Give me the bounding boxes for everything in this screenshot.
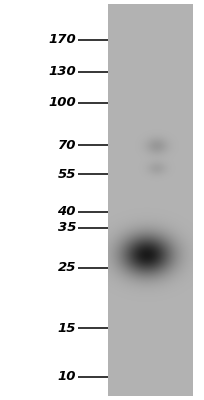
Text: 40: 40 xyxy=(58,206,76,218)
Text: 10: 10 xyxy=(58,370,76,383)
Text: 55: 55 xyxy=(58,168,76,180)
Text: 170: 170 xyxy=(48,34,76,46)
Text: 70: 70 xyxy=(58,139,76,152)
Text: 25: 25 xyxy=(58,261,76,274)
Text: 15: 15 xyxy=(58,322,76,335)
Text: 100: 100 xyxy=(48,96,76,110)
Text: 35: 35 xyxy=(58,221,76,234)
Text: 130: 130 xyxy=(48,65,76,78)
